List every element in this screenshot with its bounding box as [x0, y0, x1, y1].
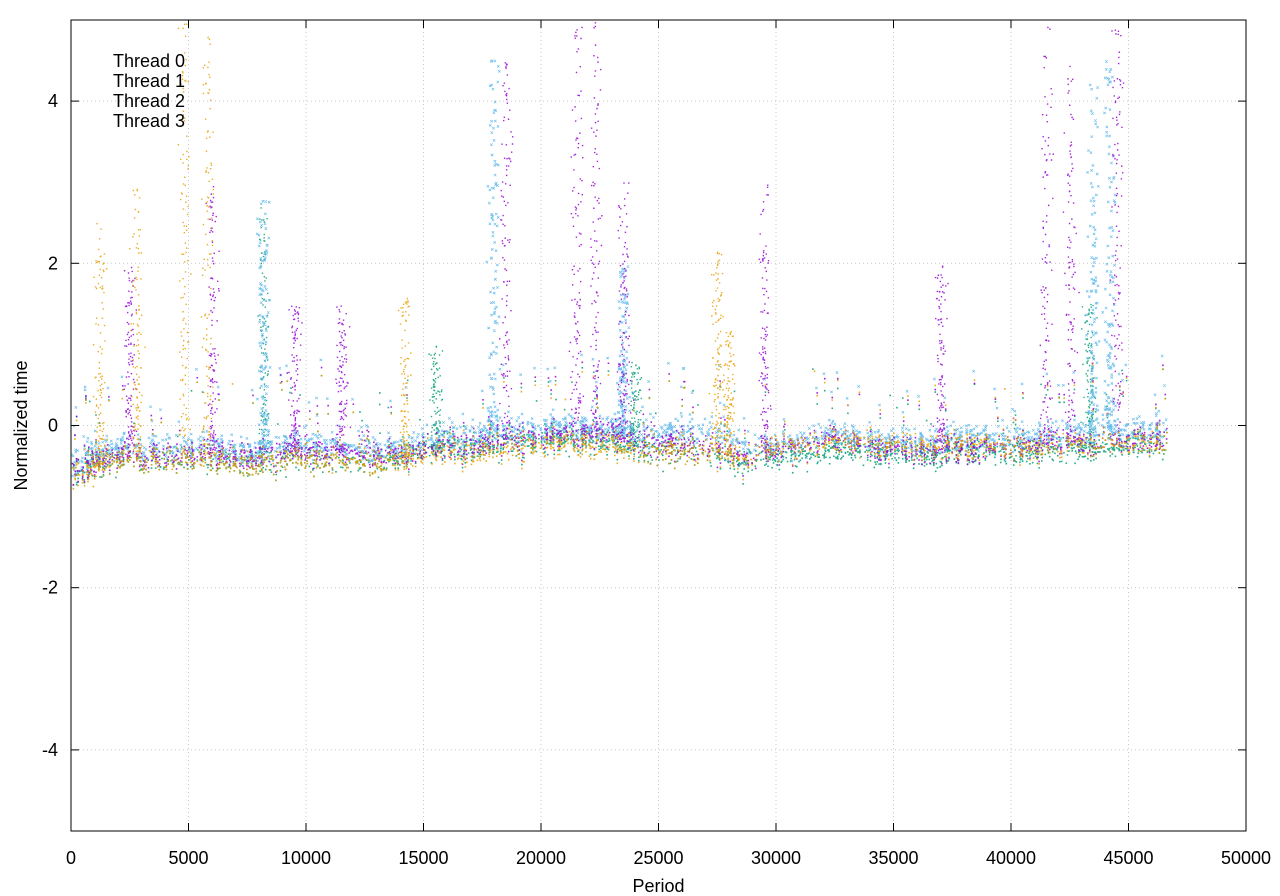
x-tick-label: 35000 — [868, 848, 918, 868]
x-tick-label: 5000 — [168, 848, 208, 868]
x-tick-label: 30000 — [751, 848, 801, 868]
y-tick-label: 0 — [48, 416, 58, 436]
x-tick-label: 50000 — [1221, 848, 1271, 868]
x-tick-label: 25000 — [633, 848, 683, 868]
y-tick-label: 2 — [48, 253, 58, 273]
y-tick-label: -4 — [42, 740, 58, 760]
x-tick-label: 40000 — [986, 848, 1036, 868]
x-tick-label: 20000 — [516, 848, 566, 868]
data-points — [70, 22, 1168, 490]
legend-entry: Thread 1 — [113, 71, 185, 91]
series-2-points — [70, 59, 1168, 478]
x-tick-label: 45000 — [1103, 848, 1153, 868]
legend-entry: Thread 2 — [113, 91, 185, 111]
x-tick-label: 10000 — [281, 848, 331, 868]
series-0-points — [71, 22, 1168, 486]
series-0-markers — [71, 22, 1168, 486]
y-tick-label: 4 — [48, 91, 58, 111]
legend-entry: Thread 0 — [113, 51, 185, 71]
x-tick-label: 15000 — [398, 848, 448, 868]
axis-ticks: 0 5000 10000 15000 20000 25000 30000 35000 40000… — [42, 20, 1271, 868]
series-2-markers — [70, 59, 1168, 478]
x-tick-label: 0 — [66, 848, 76, 868]
legend-entry: Thread 3 — [113, 111, 185, 131]
y-tick-label: -2 — [42, 578, 58, 598]
y-axis-title: Normalized time — [11, 360, 31, 490]
x-axis-title: Period — [632, 876, 684, 896]
